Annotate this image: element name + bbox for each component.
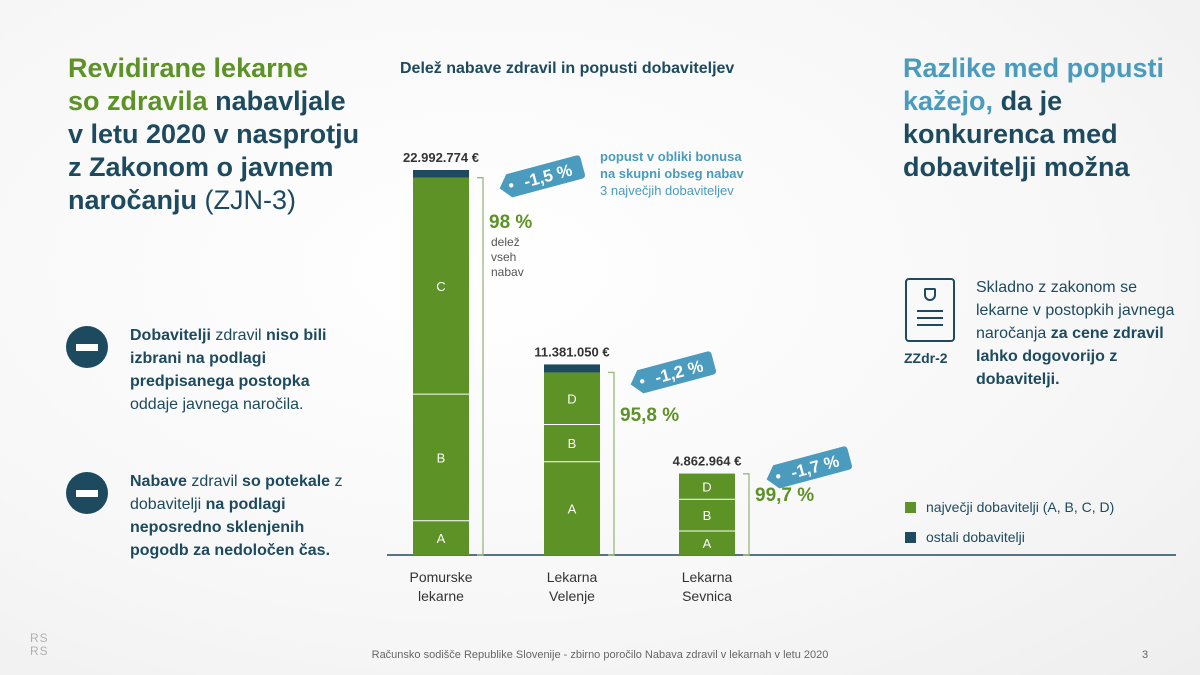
- segment-label: D: [567, 391, 576, 406]
- bonus-note-line-2: na skupni obseg nabav: [600, 166, 745, 181]
- share-label: 98 %: [489, 212, 532, 233]
- bar-segment-b: [413, 394, 469, 521]
- footer-text: Računsko sodišče Republike Slovenije - z…: [371, 649, 829, 661]
- discount-tag-shape: [766, 446, 852, 489]
- bullet-procurement-bold-2: so potekale: [242, 473, 331, 490]
- legend-item-main: največji dobavitelji (A, B, C, D): [905, 499, 1114, 515]
- logo-line-2: RS: [30, 644, 49, 658]
- legend-label-main: največji dobavitelji (A, B, C, D): [926, 499, 1115, 515]
- bullet-procurement: Nabave zdravil so potekale z dobavitelji…: [66, 470, 356, 562]
- left-heading-dark: nabavljale v letu 2020 v nasprotju z Zak…: [68, 86, 360, 215]
- category-label: Sevnica: [682, 588, 732, 604]
- bullet-procurement-bold-1: Nabave: [130, 473, 187, 490]
- bullet-procurement-text: Nabave zdravil so potekale z dobavitelji…: [130, 470, 356, 562]
- rs-logo: RS RS: [30, 632, 49, 658]
- segment-label: B: [437, 450, 446, 465]
- left-heading: Revidirane lekarne so zdravila nabavljal…: [68, 52, 368, 217]
- segment-label: A: [703, 536, 712, 551]
- bonus-note-line-3: 3 največjih dobaviteljev: [600, 183, 734, 198]
- category-label: lekarne: [418, 588, 464, 604]
- segment-label: B: [703, 508, 712, 523]
- discount-tag-hole: [509, 183, 514, 188]
- bar-segment-b: [679, 499, 735, 532]
- total-label: 11.381.050 €: [534, 344, 609, 359]
- share-note: delež: [491, 235, 520, 249]
- right-body-bold: za cene zdravil lahko dogovorijo z dobav…: [976, 325, 1164, 388]
- discount-tag: -1,2 %: [630, 351, 716, 394]
- right-heading: Razlike med popusti kažejo, da je konkur…: [903, 52, 1183, 184]
- page-number: 3: [1142, 649, 1149, 661]
- minus-circle-icon: [66, 326, 108, 368]
- left-heading-green-1: Revidirane lekarne: [68, 53, 309, 83]
- doc-line: [917, 324, 943, 326]
- category-label: Velenje: [549, 588, 595, 604]
- bullet-procurement-normal-1: zdravil: [186, 473, 243, 490]
- shield-icon: [924, 288, 936, 301]
- segment-label: A: [437, 531, 446, 546]
- bullet-suppliers: Dobavitelji zdravil niso bili izbrani na…: [66, 324, 356, 416]
- segment-label: C: [436, 279, 445, 294]
- legend-swatch-other: [905, 532, 916, 543]
- right-heading-blue: Razlike med popusti kažejo,: [903, 53, 1165, 116]
- bar-segment-a: [413, 520, 469, 555]
- discount-tag-hole: [640, 379, 645, 384]
- right-body: Skladno z zakonom se lekarne v postopkih…: [976, 276, 1176, 391]
- share-bracket: [743, 473, 750, 556]
- bar-segment-b: [544, 424, 600, 462]
- share-label: 99,7 %: [755, 485, 814, 506]
- doc-line: [917, 310, 943, 312]
- bar-segment-d: [679, 473, 735, 500]
- bullet-suppliers-text: Dobavitelji zdravil niso bili izbrani na…: [130, 324, 356, 416]
- doc-line: [917, 317, 943, 319]
- law-document-icon: [905, 278, 955, 342]
- category-label: Lekarna: [547, 569, 598, 585]
- bonus-note-line-1: popust v obliki bonusa: [600, 149, 742, 164]
- left-heading-green-2: so zdravila: [68, 86, 208, 116]
- bar-segment-c: [413, 177, 469, 395]
- segment-label: B: [568, 436, 577, 451]
- discount-tag: -1,5 %: [499, 155, 585, 198]
- logo-line-1: RS: [30, 631, 49, 645]
- share-note: vseh: [491, 250, 516, 264]
- right-body-normal: Skladno z zakonom se lekarne v postopkih…: [976, 279, 1175, 342]
- bar-segment-other: [544, 364, 600, 373]
- bar-segment-other: [413, 170, 469, 178]
- bar-segment-a: [544, 461, 600, 555]
- chart-title: Delež nabave zdravil in popusti dobavite…: [400, 60, 735, 77]
- total-label: 22.992.774 €: [403, 150, 479, 165]
- discount-tag-hole: [776, 474, 781, 479]
- legend-swatch-main: [905, 502, 916, 513]
- category-label: Pomurske: [409, 569, 472, 585]
- share-note: nabav: [491, 265, 524, 279]
- segment-label: D: [702, 480, 711, 495]
- total-label: 4.862.964 €: [673, 454, 742, 469]
- legend-label-other: ostali dobavitelji: [926, 529, 1025, 545]
- minus-circle-icon: [66, 472, 108, 514]
- segment-label: A: [568, 501, 577, 516]
- bullet-procurement-bold-3: na podlagi neposredno sklenjenih pogodb …: [130, 496, 331, 559]
- category-label: Lekarna: [682, 569, 733, 585]
- discount-tag-shape: [499, 155, 585, 198]
- bullet-suppliers-bold-1: Dobavitelji: [130, 327, 211, 344]
- share-bracket: [608, 371, 615, 556]
- right-heading-dark: da je konkurenca med dobavitelji možna: [903, 86, 1130, 182]
- share-bracket: [477, 177, 484, 556]
- left-heading-light: (ZJN-3): [204, 185, 297, 215]
- bullet-suppliers-bold-2: niso bili izbrani na podlagi predpisaneg…: [130, 327, 327, 390]
- bullet-suppliers-normal-2: oddaje javnega naročila.: [130, 396, 304, 413]
- legend-item-other: ostali dobavitelji: [905, 529, 1025, 545]
- bullet-procurement-normal-2: z dobavitelji: [130, 473, 343, 513]
- law-label: ZZdr-2: [904, 350, 948, 366]
- share-label: 95,8 %: [620, 405, 679, 426]
- discount-tag-shape: [630, 351, 716, 394]
- bullet-suppliers-normal-1: zdravil: [210, 327, 267, 344]
- bar-segment-d: [544, 372, 600, 425]
- bar-segment-a: [679, 531, 735, 555]
